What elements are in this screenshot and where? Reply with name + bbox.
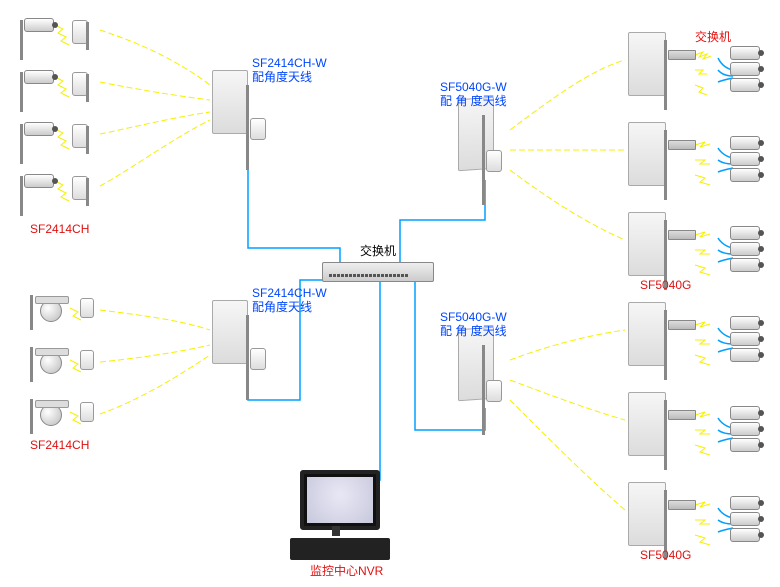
label-sf2414ch-top: SF2414CH [30,222,89,236]
label-switch: 交换机 [360,244,396,258]
label-sf5040gw-bottom: SF5040G-W 配 角 度天线 [440,310,507,339]
label-sf5040g-bottom: SF5040G [640,548,691,562]
label-sf5040g-top: SF5040G [640,278,691,292]
label-sf5040gw-top: SF5040G-W 配 角 度天线 [440,80,507,109]
label-right-switch: 交换机 [695,30,731,44]
label-nvr: 监控中心NVR [310,564,383,578]
label-sf2414chw-top: SF2414CH-W 配角度天线 [252,56,327,85]
label-sf2414chw-bottom: SF2414CH-W 配角度天线 [252,286,327,315]
core-switch [322,262,434,282]
label-sf2414ch-bottom: SF2414CH [30,438,89,452]
